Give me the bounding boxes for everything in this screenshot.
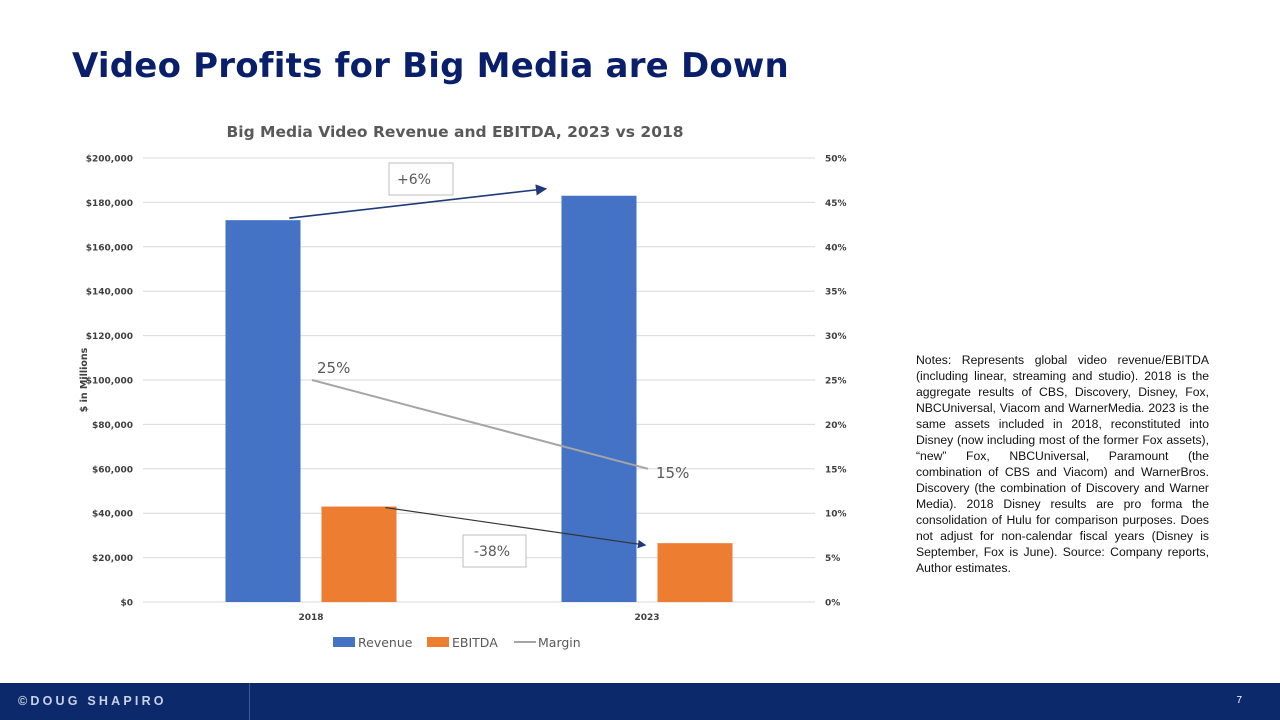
- y-tick-label: $120,000: [86, 332, 133, 342]
- y2-tick-label: 45%: [825, 199, 847, 209]
- y2-tick-label: 5%: [825, 554, 840, 564]
- legend-revenue-label: Revenue: [358, 635, 413, 650]
- revenue-change-label: +6%: [397, 172, 431, 188]
- chart: Big Media Video Revenue and EBITDA, 2023…: [79, 123, 847, 650]
- y-tick-label: $140,000: [86, 288, 133, 298]
- y-tick-label: $160,000: [86, 243, 133, 253]
- revenue-change-box: [388, 162, 454, 196]
- y2-tick-label: 30%: [825, 332, 847, 342]
- y-tick-label: $20,000: [92, 554, 133, 564]
- y-tick-label: $60,000: [92, 465, 133, 475]
- notes-text: Notes: Represents global video revenue/E…: [916, 353, 1209, 575]
- legend-ebitda-label: EBITDA: [452, 635, 498, 650]
- y-axis-label: $ in Millions: [79, 347, 90, 412]
- y2-axis-ticks: 0% 5% 10% 15% 20% 25% 30% 35% 40% 45% 50%: [825, 155, 847, 609]
- y2-tick-label: 50%: [825, 155, 847, 165]
- margin-label-2018: 25%: [317, 359, 350, 377]
- ebitda-change-arrow: [385, 506, 647, 549]
- x-axis-ticks: 2018 2023: [298, 613, 659, 623]
- margin-series: 25% 15%: [311, 359, 689, 482]
- y2-tick-label: 20%: [825, 421, 847, 431]
- margin-line: [311, 379, 649, 470]
- legend-margin-label: Margin: [538, 635, 581, 650]
- y-tick-label: $180,000: [86, 199, 133, 209]
- legend-ebitda-swatch: [427, 637, 449, 647]
- footer-divider: [249, 683, 250, 720]
- y-tick-label: $100,000: [86, 377, 133, 387]
- y-tick-label: $40,000: [92, 510, 133, 520]
- ebitda-change-box: [462, 534, 527, 568]
- bar-revenue-2018: [225, 220, 301, 602]
- y2-tick-label: 35%: [825, 288, 847, 298]
- bar-ebitda-2018: [321, 506, 397, 602]
- y2-tick-label: 10%: [825, 510, 847, 520]
- footer: ©DOUG SHAPIRO 7: [0, 683, 1280, 720]
- slide-title: Video Profits for Big Media are Down: [72, 46, 789, 86]
- y2-tick-label: 15%: [825, 465, 847, 475]
- x-tick-label: 2023: [634, 613, 659, 623]
- bar-ebitda-2023: [657, 543, 733, 602]
- margin-label-2023: 15%: [656, 464, 689, 482]
- ebitda-change-label: -38%: [474, 544, 510, 560]
- footer-brand: ©DOUG SHAPIRO: [18, 694, 167, 708]
- y-tick-label: $0: [120, 599, 133, 609]
- y-tick-label: $80,000: [92, 421, 133, 431]
- x-tick-label: 2018: [298, 613, 323, 623]
- bar-revenue-2023: [561, 195, 637, 603]
- legend-revenue-swatch: [333, 637, 355, 647]
- page-number: 7: [1236, 695, 1242, 706]
- y2-tick-label: 25%: [825, 377, 847, 387]
- y-axis-ticks: $0 $20,000 $40,000 $60,000 $80,000 $100,000 $1…: [86, 155, 133, 609]
- legend: Revenue EBITDA Margin: [333, 635, 581, 650]
- revenue-change-arrow: [289, 184, 548, 219]
- bars: [225, 195, 733, 603]
- chart-title: Big Media Video Revenue and EBITDA, 2023…: [226, 123, 683, 141]
- y2-tick-label: 0%: [825, 599, 840, 609]
- y-tick-label: $200,000: [86, 155, 133, 165]
- y2-tick-label: 40%: [825, 243, 847, 253]
